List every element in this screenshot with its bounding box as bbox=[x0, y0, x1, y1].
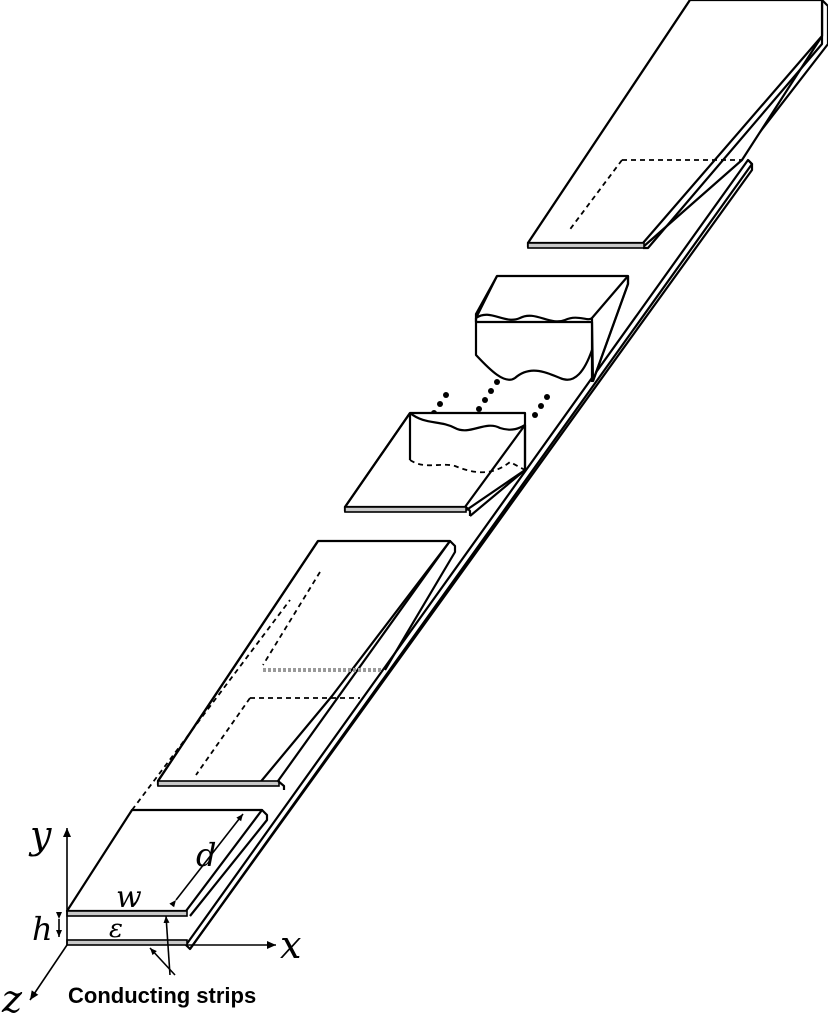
conducting-strips-label: Conducting strips bbox=[68, 983, 256, 1008]
width-label: w bbox=[116, 880, 142, 915]
ground-strip bbox=[66, 939, 188, 946]
cut-block-upper bbox=[474, 274, 630, 383]
pointer-bottom-strip bbox=[149, 947, 176, 976]
height-label: h bbox=[32, 910, 53, 948]
period-arrow bbox=[169, 813, 244, 908]
pointer-top-strip bbox=[163, 915, 171, 976]
z-axis bbox=[29, 944, 68, 1001]
period-label: d bbox=[196, 836, 216, 874]
cut-block-lower bbox=[343, 411, 527, 517]
axis-z-label: z bbox=[1, 977, 23, 1016]
axes bbox=[29, 828, 276, 1001]
axis-y-label: y bbox=[28, 813, 52, 857]
plate-middle bbox=[156, 539, 457, 790]
plate-upper bbox=[526, 0, 824, 250]
permittivity-label: ε bbox=[109, 914, 123, 944]
bottom-strip bbox=[184, 158, 754, 951]
axis-x-label: x bbox=[280, 923, 301, 967]
dimension-arrows bbox=[56, 813, 244, 976]
